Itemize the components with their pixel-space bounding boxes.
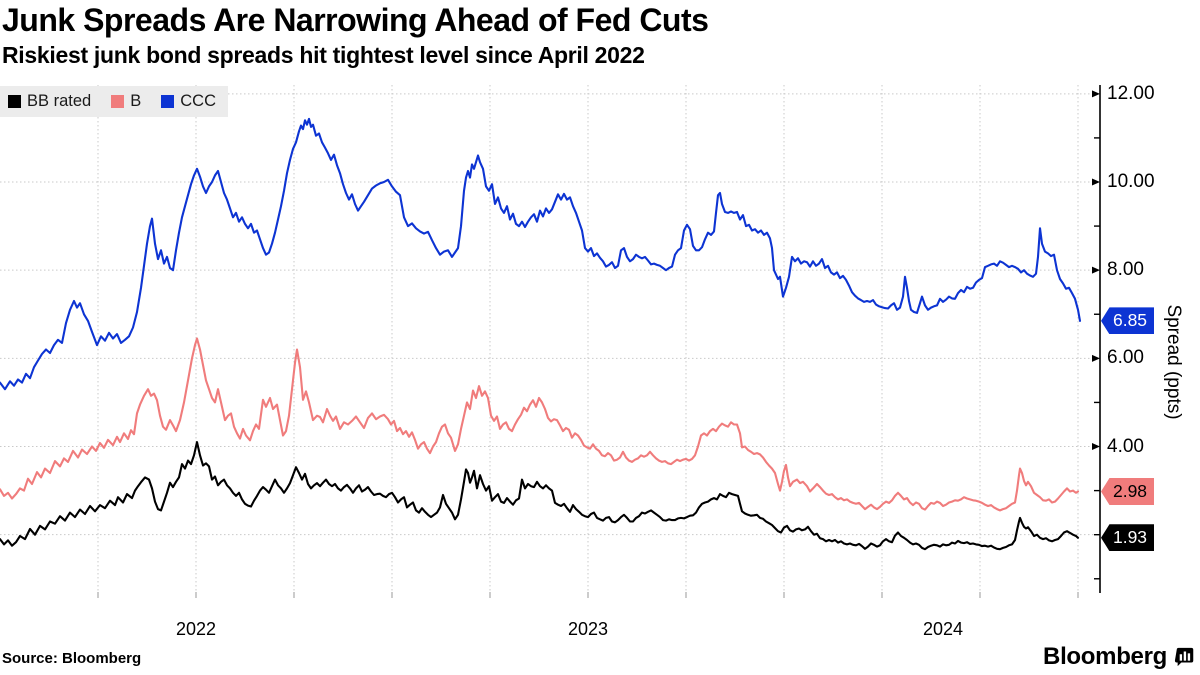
series-line-b: [0, 337, 1080, 512]
bloomberg-logo: Bloomberg: [1043, 643, 1196, 671]
legend-item-bb-rated: BB rated: [8, 92, 91, 111]
y-axis-title: Spread (ppts): [1163, 304, 1184, 420]
y-tick-label-4: 4.00: [1107, 435, 1144, 457]
bloomberg-wordmark: Bloomberg: [1043, 643, 1167, 670]
source-credit: Source: Bloomberg: [2, 650, 142, 667]
legend-swatch-ccc-icon: [161, 95, 175, 108]
legend-item-b: B: [111, 92, 141, 111]
legend: BB rated B CCC: [0, 86, 228, 117]
x-tick-label-2024: 2024: [922, 619, 964, 639]
last-value-tag-b: 2.98: [1101, 477, 1154, 505]
legend-label-ccc: CCC: [180, 92, 216, 110]
y-tick-label-12: 12.00: [1107, 82, 1155, 104]
x-tick-label-2023: 2023: [567, 619, 609, 639]
y-tick-label-10: 10.00: [1107, 170, 1155, 192]
series-line-ccc: [0, 117, 1082, 391]
legend-swatch-b-icon: [111, 95, 125, 108]
series-line-bb-rated: [0, 441, 1080, 551]
chart-subtitle: Riskiest junk bond spreads hit tightest …: [2, 42, 645, 68]
bloomberg-bug-icon: [1174, 647, 1194, 667]
legend-label-bb: BB rated: [27, 92, 92, 110]
y-tick-label-6: 6.00: [1107, 347, 1144, 369]
legend-item-ccc: CCC: [161, 92, 216, 111]
y-tick-label-8: 8.00: [1107, 259, 1144, 281]
last-value-tag-bb: 1.93: [1101, 524, 1154, 552]
chart-title: Junk Spreads Are Narrowing Ahead of Fed …: [2, 2, 709, 38]
legend-swatch-bb-icon: [8, 95, 21, 108]
legend-label-b: B: [130, 92, 142, 110]
last-value-tag-ccc: 6.85: [1101, 307, 1154, 335]
x-tick-label-2022: 2022: [175, 619, 217, 639]
